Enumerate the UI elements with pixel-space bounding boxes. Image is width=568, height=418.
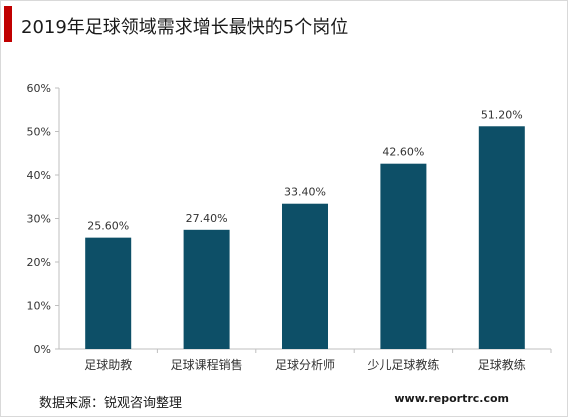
data-label: 33.40% — [284, 186, 326, 199]
bar — [282, 203, 328, 349]
x-tick-label: 足球分析师 — [275, 358, 335, 372]
bar — [85, 237, 132, 349]
bar — [478, 126, 525, 349]
data-source-note: 数据来源：锐观咨询整理 — [39, 396, 183, 411]
data-label: 42.60% — [382, 146, 424, 159]
page-title: 2019年足球领域需求增长最快的5个岗位 — [21, 17, 349, 38]
y-tick-label: 0% — [34, 343, 51, 356]
x-tick-label: 少儿足球教练 — [367, 357, 439, 372]
x-tick-label: 足球课程销售 — [171, 357, 243, 372]
data-label: 51.20% — [481, 108, 523, 121]
data-label: 27.40% — [186, 212, 228, 225]
data-label: 25.60% — [87, 220, 129, 233]
y-tick-label: 20% — [27, 256, 51, 269]
x-tick-label: 足球教练 — [478, 357, 526, 372]
y-tick-label: 30% — [27, 213, 51, 226]
y-tick-label: 50% — [27, 126, 51, 139]
bar — [380, 163, 427, 349]
y-tick-label: 10% — [27, 300, 51, 313]
y-tick-label: 60% — [27, 82, 51, 95]
title-accent-bar — [4, 6, 12, 42]
y-tick-label: 40% — [27, 169, 51, 182]
bar — [183, 229, 230, 349]
x-tick-label: 足球助教 — [84, 357, 132, 372]
website-link[interactable]: www.reportrc.com — [394, 392, 509, 405]
